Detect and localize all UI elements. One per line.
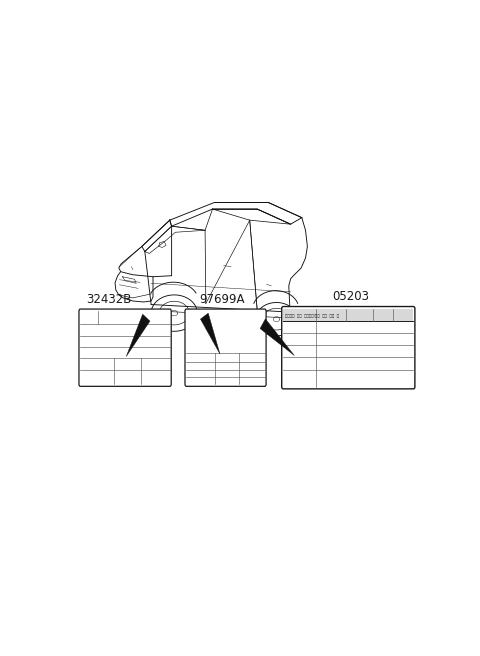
Polygon shape (126, 314, 150, 357)
Text: 05203: 05203 (333, 291, 370, 304)
Polygon shape (201, 313, 220, 354)
FancyBboxPatch shape (79, 309, 171, 386)
Bar (283, 308, 413, 321)
Polygon shape (260, 319, 294, 356)
Text: 검사완료  검사  설계이력/판매  기준  인증  번: 검사완료 검사 설계이력/판매 기준 인증 번 (285, 313, 338, 317)
Text: 97699A: 97699A (199, 293, 244, 306)
Text: 32432B: 32432B (86, 293, 132, 306)
FancyBboxPatch shape (185, 309, 266, 386)
FancyBboxPatch shape (282, 306, 415, 389)
